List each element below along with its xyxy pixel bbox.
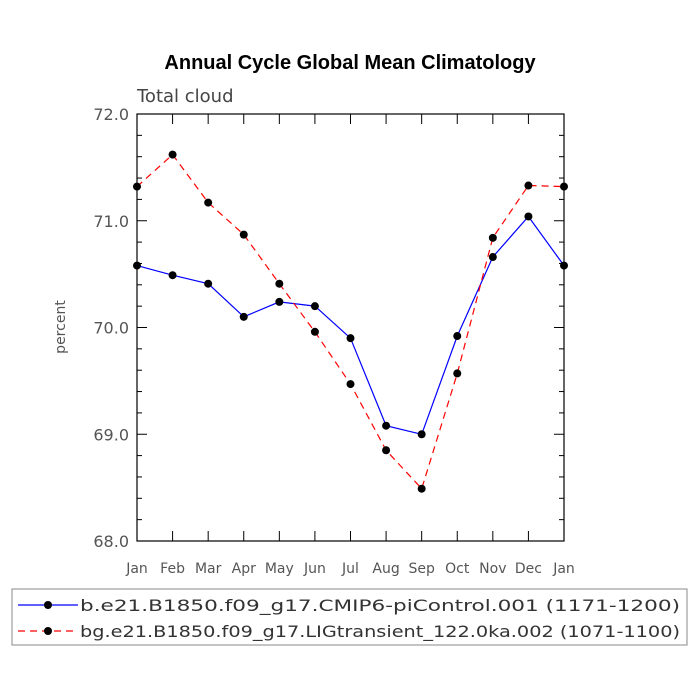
- x-tick-label: Sep: [408, 561, 435, 577]
- y-tick-label: 69.0: [93, 425, 129, 444]
- data-point: [133, 261, 141, 270]
- chart-subtitle: Total cloud: [136, 86, 234, 107]
- data-point: [133, 182, 141, 191]
- data-point: [488, 233, 497, 242]
- data-point: [524, 181, 533, 190]
- y-tick-label: 70.0: [93, 319, 129, 338]
- x-tick-label: Nov: [479, 561, 506, 577]
- x-tick-label: Apr: [232, 561, 256, 577]
- y-tick-label: 68.0: [93, 532, 129, 551]
- legend-box: [11, 588, 688, 646]
- data-point: [310, 327, 319, 336]
- series-line: [136, 215, 565, 436]
- plot-frame: [136, 113, 565, 542]
- series-group: [133, 150, 568, 493]
- x-tick-label: Jun: [303, 561, 326, 577]
- x-tick-labels: Jan Feb Mar Apr May Jun Jul Aug Sep Oct Nov Dec Jan: [125, 561, 575, 577]
- data-point: [310, 302, 319, 311]
- data-point: [275, 297, 284, 306]
- x-tick-label: Aug: [372, 561, 399, 577]
- data-point: [204, 198, 213, 207]
- data-point: [346, 334, 355, 343]
- data-point: [168, 150, 177, 159]
- x-tick-label: Oct: [445, 561, 470, 577]
- x-tick-label: Jan: [552, 561, 575, 577]
- legend-marker: [44, 627, 52, 635]
- legend-label: b.e21.B1850.f09_g17.CMIP6-piControl.001 …: [80, 596, 680, 616]
- data-point: [524, 212, 533, 221]
- legend: b.e21.B1850.f09_g17.CMIP6-piControl.001 …: [18, 596, 680, 642]
- data-point: [560, 261, 568, 270]
- legend-marker: [44, 601, 52, 609]
- data-point: [488, 253, 497, 262]
- series-line: [136, 153, 565, 490]
- data-point: [382, 421, 391, 430]
- x-tick-label: May: [265, 561, 294, 577]
- y-tick-label: 72.0: [93, 105, 129, 124]
- data-point: [453, 332, 462, 341]
- x-tick-label: Feb: [160, 561, 185, 577]
- y-tick-labels: 68.0 69.0 70.0 71.0 72.0: [93, 105, 129, 551]
- data-point: [239, 230, 248, 239]
- chart-title: Annual Cycle Global Mean Climatology: [164, 52, 536, 74]
- data-point: [168, 271, 177, 280]
- data-point: [417, 484, 426, 493]
- data-point: [417, 430, 426, 439]
- x-tick-label: Dec: [515, 561, 542, 577]
- axis-ticks: [136, 113, 565, 542]
- data-point: [346, 380, 355, 389]
- data-point: [204, 279, 213, 288]
- data-point: [453, 369, 462, 378]
- x-tick-label: Jul: [341, 561, 359, 577]
- data-point: [275, 279, 284, 288]
- data-point: [382, 446, 391, 455]
- legend-label: bg.e21.B1850.f09_g17.LIGtransient_122.0k…: [80, 622, 680, 642]
- y-axis-label: percent: [53, 300, 69, 354]
- x-tick-label: Mar: [195, 561, 222, 577]
- y-tick-label: 71.0: [93, 212, 129, 231]
- data-point: [560, 182, 568, 191]
- data-point: [239, 312, 248, 321]
- x-tick-label: Jan: [125, 561, 148, 577]
